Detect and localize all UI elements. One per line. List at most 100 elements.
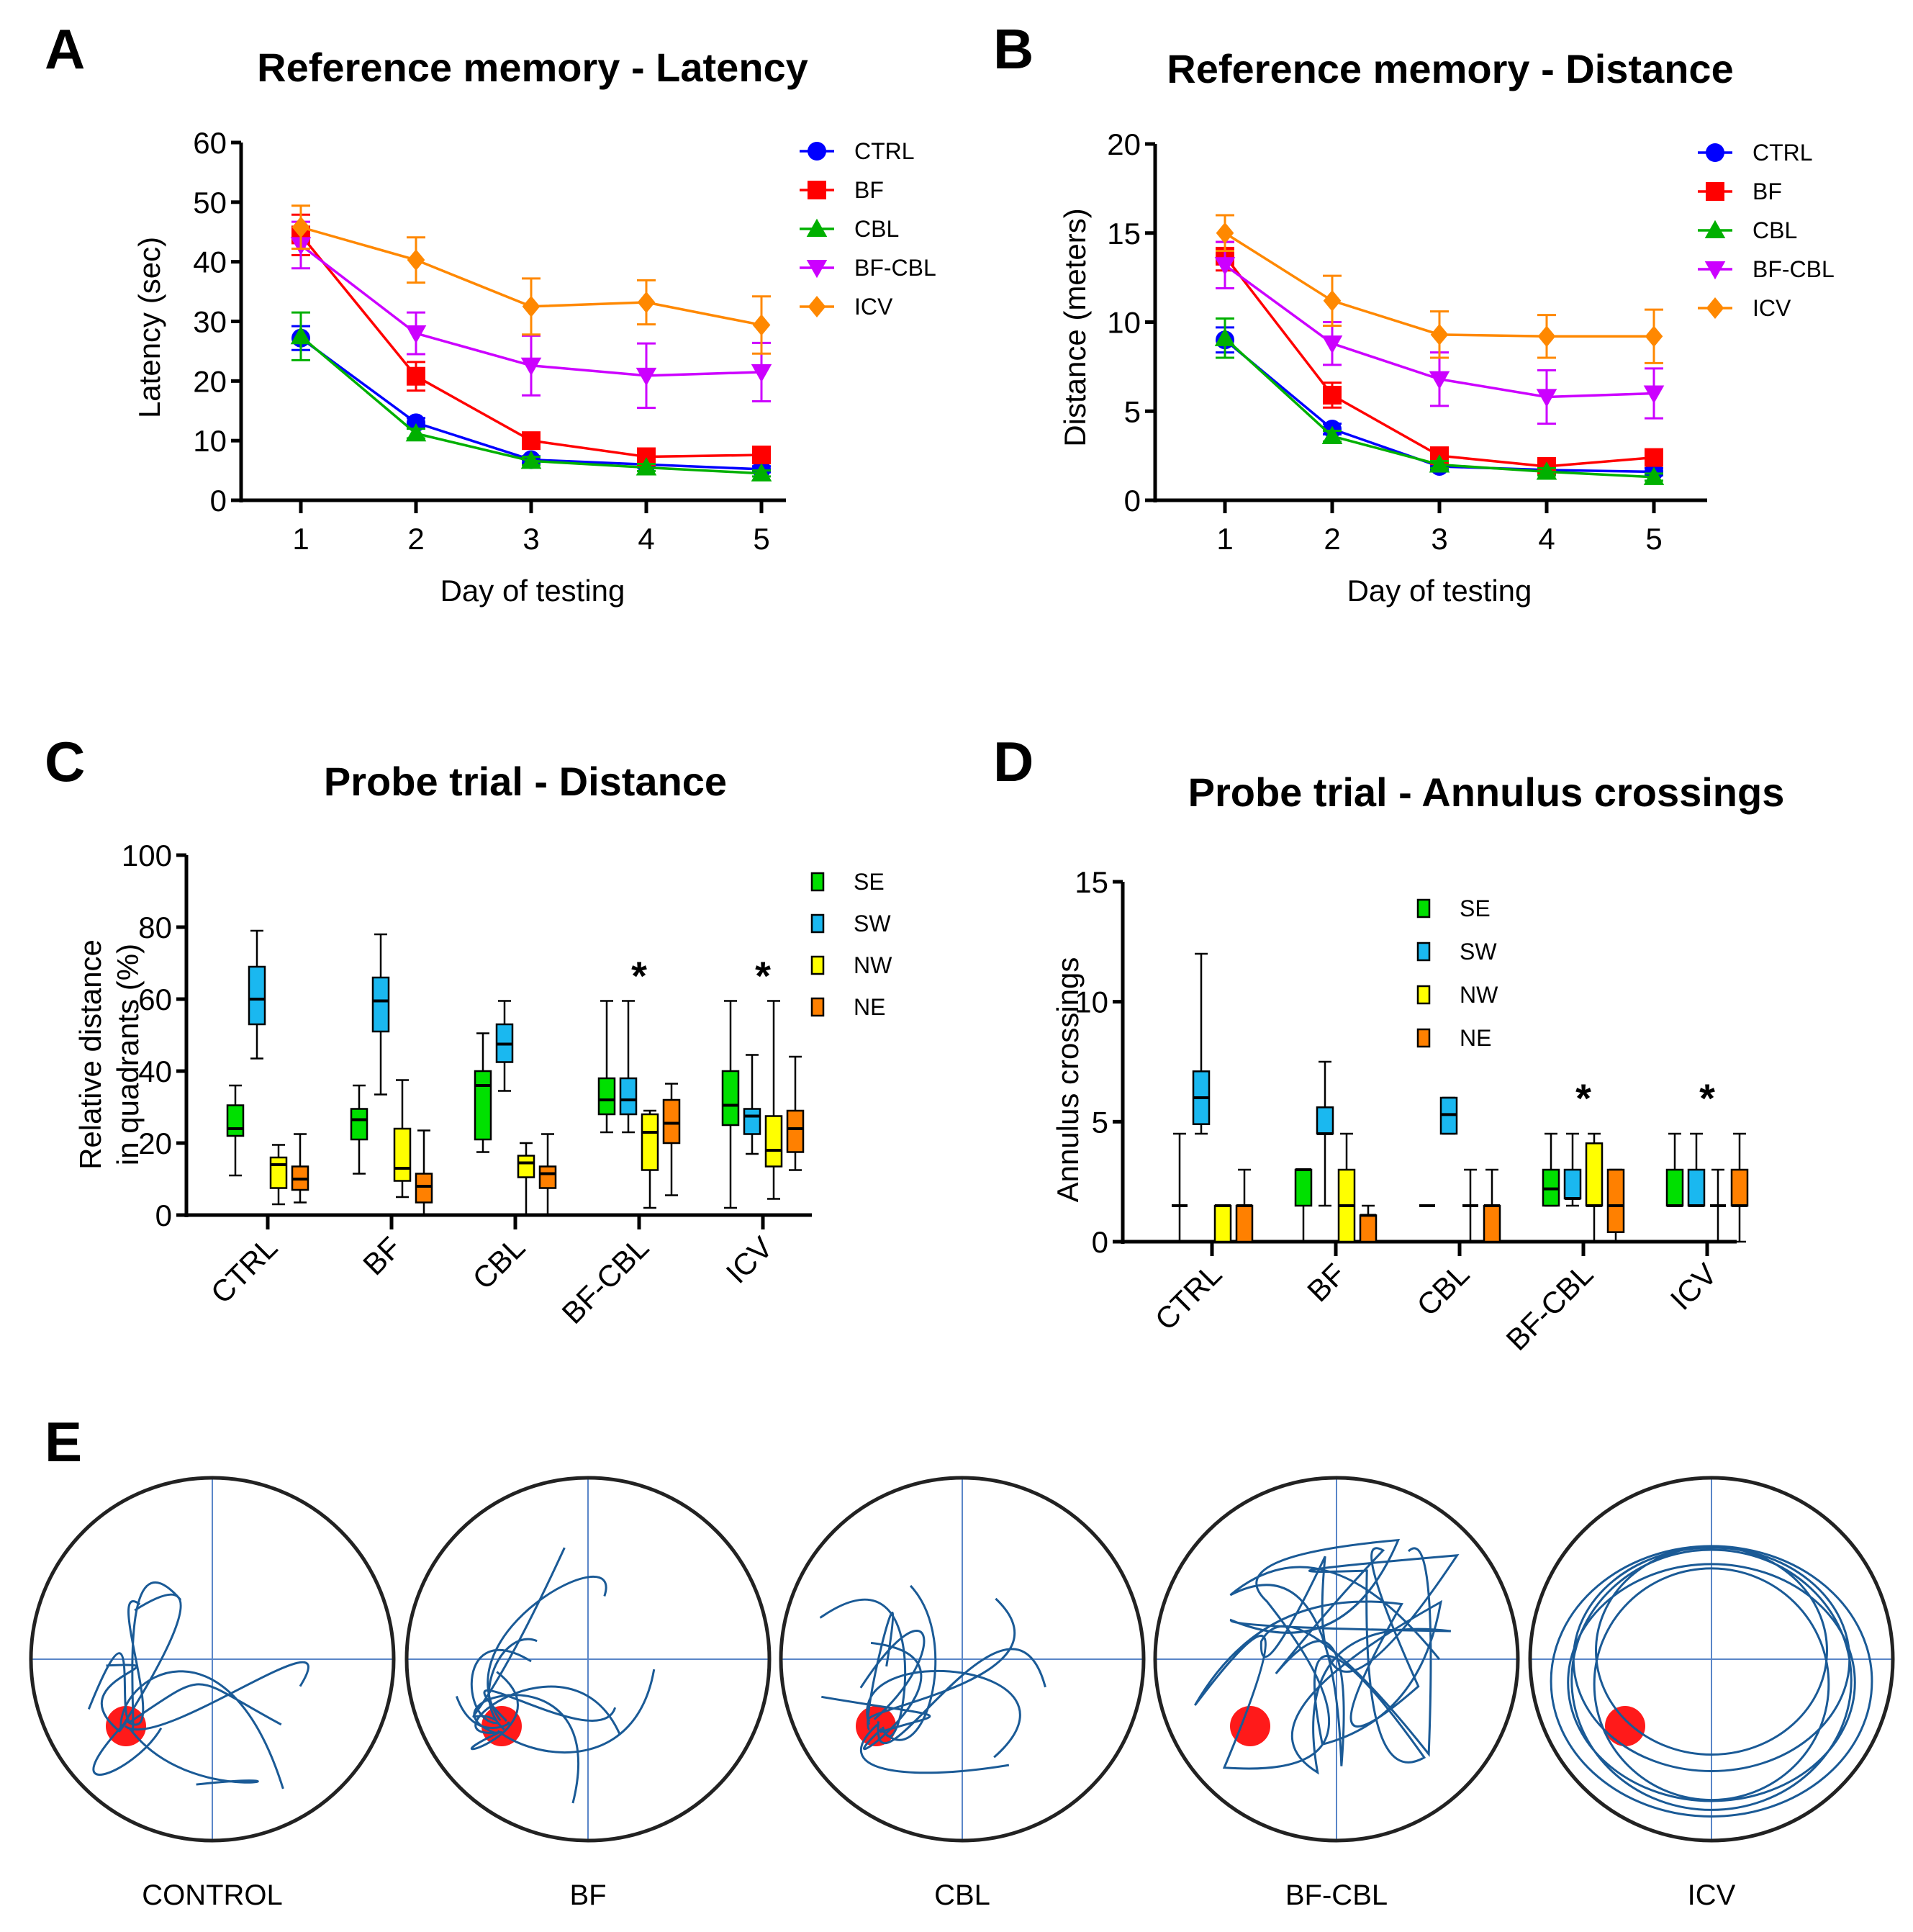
box <box>1483 1204 1501 1243</box>
y-tick-label: 15 <box>1107 217 1141 250</box>
legend-label: CBL <box>1753 217 1797 243</box>
legend-marker <box>1706 182 1724 201</box>
box-se <box>1294 1168 1313 1243</box>
chart-a-xlabel: Day of testing <box>440 574 625 608</box>
box <box>474 1070 492 1141</box>
box <box>248 965 266 1026</box>
panel-label-c: C <box>45 730 85 793</box>
x-tick-label: ICV <box>720 1230 779 1290</box>
box <box>1213 1204 1232 1243</box>
legend-marker <box>1706 143 1724 162</box>
chart-a: 0 10 20 30 40 50 60 1 2 3 4 5 CTRL BF CBL BF-CBL ICV <box>193 126 936 556</box>
y-tick-label: 15 <box>1075 865 1108 899</box>
data-point <box>407 249 425 271</box>
box-sw <box>371 933 390 1096</box>
data-point <box>1429 371 1450 389</box>
data-point <box>290 325 312 345</box>
box-sw <box>1316 1060 1334 1207</box>
box <box>415 1173 433 1204</box>
y-tick-label: 0 <box>1124 484 1141 518</box>
box-se <box>350 1084 368 1175</box>
legend-label: CTRL <box>854 138 915 164</box>
box <box>1606 1168 1625 1233</box>
y-tick-label: 50 <box>193 186 227 220</box>
swim-path <box>1193 1538 1460 1775</box>
x-tick-label: CTRL <box>1149 1257 1229 1337</box>
legend-label: BF-CBL <box>1753 256 1835 282</box>
box-nw <box>517 1142 535 1216</box>
data-point <box>636 367 657 387</box>
maze-cbl: CBL <box>779 1476 1146 1911</box>
series-icv <box>1216 214 1663 364</box>
box-se <box>1665 1132 1684 1207</box>
group-label: BF <box>569 1879 606 1911</box>
legend-label: CBL <box>854 216 899 242</box>
x-tick-label: 2 <box>1324 522 1340 556</box>
legend-label: ICV <box>854 294 893 320</box>
box-sw <box>619 1000 638 1134</box>
chart-a-title: Reference memory - Latency <box>257 45 808 90</box>
x-tick-label: 5 <box>1645 522 1662 556</box>
maze-control: CONTROL <box>29 1476 396 1911</box>
x-tick-label: CTRL <box>204 1230 284 1310</box>
chart-c-ylabel-line2: in quadrants (%) <box>111 944 145 1165</box>
y-tick-label: 20 <box>193 364 227 398</box>
legend-label: CTRL <box>1753 140 1813 166</box>
box-nw <box>1585 1132 1604 1243</box>
swim-path <box>87 1581 309 1789</box>
box <box>619 1077 638 1116</box>
series-icv <box>291 204 771 355</box>
legend-marker <box>808 142 826 161</box>
box <box>393 1127 412 1182</box>
legend-label: NW <box>854 952 892 978</box>
maze-icv: ICV <box>1528 1476 1895 1911</box>
data-point <box>1645 448 1663 467</box>
group-label: BF-CBL <box>1285 1879 1388 1911</box>
data-point <box>751 364 772 383</box>
data-point <box>1214 257 1236 276</box>
chart-c: 0 20 40 60 80 100 CTRL BF CBL BF-CBL * ICV * SE SW NW NE <box>122 839 892 1330</box>
x-tick-label: BF-CBL <box>1500 1257 1600 1357</box>
box <box>721 1070 740 1127</box>
legend-label: NE <box>1460 1025 1491 1051</box>
chart-d: 0 5 10 15 CTRL BF CBL BF-CBL * ICV * SE SW NW NE <box>1075 865 1749 1357</box>
legend-swatch <box>1416 942 1431 962</box>
data-point <box>1216 222 1234 244</box>
panel-e-trajectories: CONTROL BF CBL BF-CBL ICV <box>29 1476 1895 1911</box>
series-cbl <box>1214 317 1665 485</box>
x-tick-label: 1 <box>1216 522 1233 556</box>
box-sw <box>495 1000 514 1092</box>
box-ne <box>291 1133 309 1204</box>
chart-d-ylabel: Annulus crossings <box>1051 957 1085 1203</box>
y-tick-label: 40 <box>138 1055 172 1088</box>
data-point <box>1321 335 1343 354</box>
swim-path <box>819 1584 1046 1774</box>
box <box>1730 1168 1749 1207</box>
box-se <box>474 1032 492 1153</box>
maze-bf-cbl: BF-CBL <box>1153 1476 1520 1911</box>
box-ne <box>1359 1204 1378 1243</box>
legend-swatch <box>810 997 825 1017</box>
series-bf-cbl <box>1214 240 1665 425</box>
box <box>1316 1106 1334 1135</box>
data-point <box>1537 325 1556 348</box>
x-tick-label: CBL <box>1410 1257 1475 1322</box>
data-point <box>752 314 771 336</box>
box <box>1294 1168 1313 1207</box>
box-sw <box>1563 1132 1582 1207</box>
legend-label: SW <box>1460 939 1497 965</box>
x-tick-label: BF <box>1301 1257 1352 1308</box>
legend-label: BF <box>854 177 884 203</box>
y-tick-label: 60 <box>193 126 227 160</box>
legend-label: NW <box>1460 982 1498 1008</box>
box-ne <box>1606 1168 1625 1243</box>
box-sw <box>743 1054 761 1155</box>
legend-swatch <box>1416 898 1431 918</box>
data-point <box>1323 385 1342 405</box>
y-tick-label: 40 <box>193 245 227 279</box>
significance-marker: * <box>1575 1075 1591 1121</box>
box-nw <box>1213 1204 1232 1243</box>
legend-swatch <box>810 913 825 934</box>
box-nw <box>1462 1168 1478 1243</box>
